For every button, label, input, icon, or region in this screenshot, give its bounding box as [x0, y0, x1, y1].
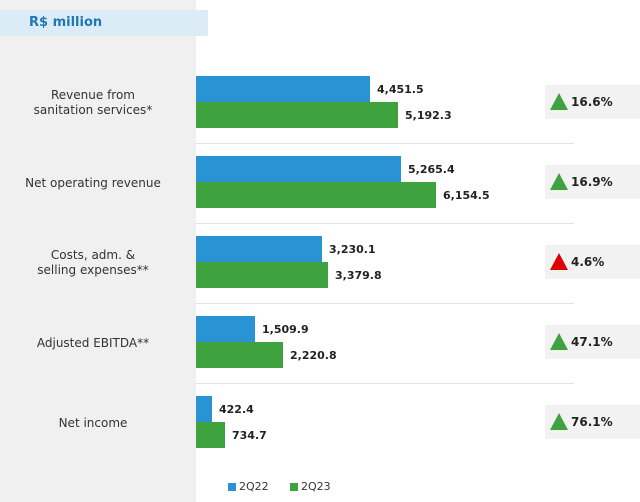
bar-net-operating-revenue-2q22: [196, 156, 401, 182]
change-label-costs-adm-selling: 4.6%: [571, 255, 605, 269]
category-label-adjusted-ebitda: Adjusted EBITDA**: [36, 335, 150, 350]
up-arrow-icon: [550, 413, 568, 430]
value-label-adjusted-ebitda-2q23: 2,220.8: [290, 349, 337, 362]
bar-revenue-sanitation-2q22: [196, 76, 370, 102]
change-label-net-income: 76.1%: [571, 415, 613, 429]
bar-adjusted-ebitda-2q23: [196, 342, 283, 368]
category-label-net-operating-revenue: Net operating revenue: [25, 175, 161, 190]
up-arrow-icon: [550, 93, 568, 110]
legend-item-2q23: 2Q23: [290, 480, 331, 493]
row-separator: [196, 223, 574, 224]
bar-net-operating-revenue-2q23: [196, 182, 436, 208]
up-arrow-icon: [550, 333, 568, 350]
value-label-revenue-sanitation-2q23: 5,192.3: [405, 109, 452, 122]
bar-revenue-sanitation-2q23: [196, 102, 398, 128]
change-label-revenue-sanitation: 16.6%: [571, 95, 613, 109]
up-arrow-icon: [550, 253, 568, 270]
value-label-net-operating-revenue-2q22: 5,265.4: [408, 163, 455, 176]
bar-costs-adm-selling-2q22: [196, 236, 322, 262]
category-label-costs-adm-selling: Costs, adm. & selling expenses**: [37, 248, 149, 277]
row-separator: [196, 303, 574, 304]
row-separator: [196, 143, 574, 144]
legend-label-2q23: 2Q23: [301, 480, 331, 493]
up-arrow-icon: [550, 173, 568, 190]
bar-net-income-2q23: [196, 422, 225, 448]
unit-label: R$ million: [29, 15, 103, 30]
value-label-costs-adm-selling-2q23: 3,379.8: [335, 269, 382, 282]
category-panel: [0, 0, 196, 502]
unit-label-box: R$ million: [0, 10, 208, 36]
category-label-revenue-sanitation: Revenue from sanitation services*: [33, 88, 153, 117]
row-separator: [196, 383, 574, 384]
value-label-adjusted-ebitda-2q22: 1,509.9: [262, 323, 309, 336]
value-label-revenue-sanitation-2q22: 4,451.5: [377, 83, 424, 96]
change-label-adjusted-ebitda: 47.1%: [571, 335, 613, 349]
value-label-net-operating-revenue-2q23: 6,154.5: [443, 189, 490, 202]
bar-costs-adm-selling-2q23: [196, 262, 328, 288]
change-label-net-operating-revenue: 16.9%: [571, 175, 613, 189]
bar-net-income-2q22: [196, 396, 212, 422]
value-label-costs-adm-selling-2q22: 3,230.1: [329, 243, 376, 256]
legend-swatch-2q22: [228, 483, 236, 491]
legend-swatch-2q23: [290, 483, 298, 491]
category-label-net-income: Net income: [58, 415, 128, 430]
legend-item-2q22: 2Q22: [228, 480, 269, 493]
value-label-net-income-2q23: 734.7: [232, 429, 267, 442]
value-label-net-income-2q22: 422.4: [219, 403, 254, 416]
bar-adjusted-ebitda-2q22: [196, 316, 255, 342]
legend-label-2q22: 2Q22: [239, 480, 269, 493]
